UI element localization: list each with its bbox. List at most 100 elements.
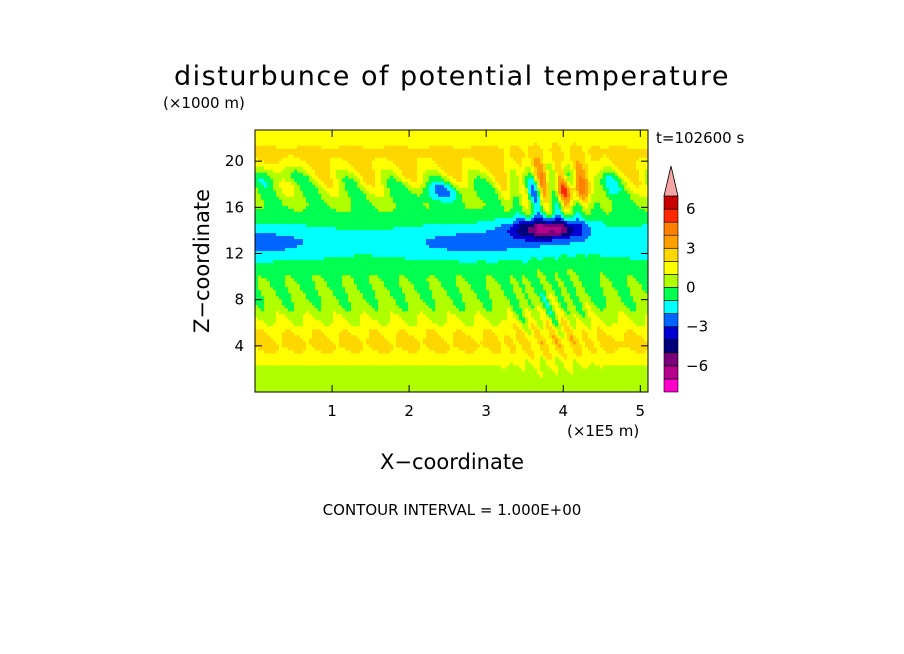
contour-cell bbox=[270, 262, 274, 267]
contour-cell bbox=[264, 139, 268, 143]
contour-cell bbox=[279, 388, 283, 392]
contour-cell bbox=[267, 256, 271, 261]
contour-cell bbox=[261, 142, 265, 146]
contour-cell bbox=[270, 319, 274, 324]
contour-cell bbox=[282, 199, 286, 203]
contour-cell bbox=[288, 214, 292, 218]
contour-cell bbox=[285, 184, 289, 188]
contour-cell bbox=[261, 163, 265, 167]
contour-cell bbox=[264, 136, 268, 140]
contour-cell bbox=[270, 193, 274, 197]
contour-cell bbox=[261, 259, 265, 264]
contour-cell bbox=[291, 310, 295, 315]
contour-cell bbox=[261, 256, 265, 261]
contour-cell bbox=[288, 310, 292, 315]
contour-cell bbox=[273, 382, 277, 387]
contour-cell bbox=[282, 202, 286, 206]
contour-cell bbox=[279, 295, 283, 300]
contour-cell bbox=[270, 280, 274, 285]
contour-cell bbox=[279, 169, 283, 173]
contour-cell bbox=[258, 232, 262, 236]
contour-cell bbox=[288, 364, 292, 369]
contour-cell bbox=[258, 307, 262, 312]
contour-cell bbox=[291, 388, 295, 392]
contour-cell bbox=[258, 166, 262, 170]
contour-cell bbox=[261, 208, 265, 212]
contour-cell bbox=[255, 274, 259, 279]
contour-cell bbox=[273, 331, 277, 336]
contour-cell bbox=[279, 277, 283, 282]
contour-cell bbox=[288, 241, 292, 246]
contour-cell bbox=[267, 385, 271, 390]
contour-cell bbox=[255, 328, 259, 333]
contour-cell bbox=[264, 214, 268, 218]
contour-cell bbox=[288, 286, 292, 291]
contour-cell bbox=[270, 310, 274, 315]
contour-cell bbox=[267, 130, 271, 134]
plot-area bbox=[255, 130, 648, 392]
contour-cell bbox=[261, 232, 265, 236]
contour-cell bbox=[264, 181, 268, 185]
contour-cell bbox=[282, 286, 286, 291]
contour-cell bbox=[282, 151, 286, 155]
contour-cell bbox=[285, 319, 289, 324]
contour-cell bbox=[291, 193, 295, 197]
contour-cell bbox=[264, 142, 268, 146]
contour-cell bbox=[270, 298, 274, 303]
contour-cell bbox=[261, 325, 265, 330]
contour-cell bbox=[279, 250, 283, 255]
contour-cell bbox=[279, 178, 283, 182]
contour-cell bbox=[261, 355, 265, 360]
contour-cell bbox=[264, 253, 268, 258]
contour-cell bbox=[270, 166, 274, 170]
contour-cell bbox=[264, 187, 268, 191]
contour-cell bbox=[264, 331, 268, 336]
contour-cell bbox=[279, 313, 283, 318]
contour-cell bbox=[285, 304, 289, 309]
contour-cell bbox=[270, 139, 274, 143]
contour-cell bbox=[282, 220, 286, 224]
contour-cell bbox=[261, 382, 265, 387]
contour-cell bbox=[258, 349, 262, 354]
contour-cell bbox=[270, 373, 274, 378]
contour-cell bbox=[276, 268, 280, 273]
contour-cell bbox=[267, 133, 271, 137]
contour-cell bbox=[282, 310, 286, 315]
contour-cell bbox=[291, 361, 295, 366]
contour-cell bbox=[282, 349, 286, 354]
contour-cell bbox=[276, 331, 280, 336]
contour-cell bbox=[285, 178, 289, 182]
contour-cell bbox=[285, 172, 289, 176]
contour-cell bbox=[270, 196, 274, 200]
contour-cell bbox=[255, 253, 259, 258]
contour-cell bbox=[270, 307, 274, 312]
contour-cell bbox=[273, 214, 277, 218]
contour-cell bbox=[282, 265, 286, 270]
contour-cell bbox=[279, 181, 283, 185]
contour-cell bbox=[276, 337, 280, 342]
contour-cell bbox=[285, 205, 289, 209]
contour-cell bbox=[264, 154, 268, 158]
contour-cell bbox=[270, 271, 274, 276]
contour-cell bbox=[285, 280, 289, 285]
contour-cell bbox=[258, 148, 262, 152]
contour-cell bbox=[255, 235, 259, 240]
contour-cell bbox=[279, 301, 283, 306]
contour-cell bbox=[288, 211, 292, 215]
contour-cell bbox=[264, 265, 268, 270]
contour-cell bbox=[267, 181, 271, 185]
contour-cell bbox=[264, 235, 268, 240]
contour-cell bbox=[279, 283, 283, 288]
contour-cell bbox=[282, 346, 286, 351]
contour-cell bbox=[273, 220, 277, 224]
contour-cell bbox=[282, 325, 286, 330]
contour-cell bbox=[285, 301, 289, 306]
contour-cell bbox=[258, 175, 262, 179]
contour-cell bbox=[264, 316, 268, 321]
contour-cell bbox=[279, 286, 283, 291]
contour-cell bbox=[279, 247, 283, 252]
contour-cell bbox=[258, 133, 262, 137]
contour-cell bbox=[273, 289, 277, 294]
contour-cell bbox=[273, 337, 277, 342]
contour-cell bbox=[273, 343, 277, 348]
